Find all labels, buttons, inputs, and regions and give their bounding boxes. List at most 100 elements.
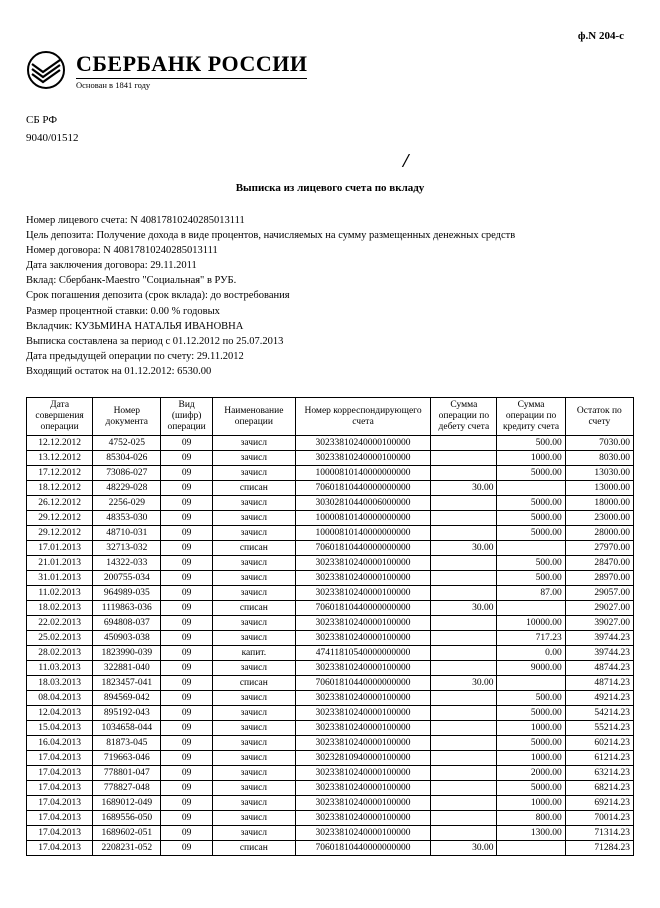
table-row: 12.12.20124752-02509зачисл30233810240000… — [27, 436, 634, 451]
statement-page: ф.N 204-с СБЕРБАНК РОССИИ Основан в 1841… — [0, 0, 660, 876]
cell-date: 18.12.2012 — [27, 481, 93, 496]
cell-debit: 30.00 — [431, 541, 497, 556]
cell-code: 09 — [161, 706, 212, 721]
cell-name: списан — [212, 676, 295, 691]
cell-corr: 30233810240000100000 — [295, 736, 430, 751]
account-info-block: Номер лицевого счета: N 4081781024028501… — [26, 214, 634, 380]
cell-name: зачисл — [212, 466, 295, 481]
branch-line-2: 9040/01512 — [26, 132, 634, 146]
cell-balance: 61214.23 — [565, 751, 633, 766]
cell-debit — [431, 631, 497, 646]
cell-code: 09 — [161, 646, 212, 661]
cell-code: 09 — [161, 451, 212, 466]
cell-credit: 10000.00 — [497, 616, 565, 631]
cell-corr: 30233810240000100000 — [295, 451, 430, 466]
cell-doc: 48710-031 — [93, 526, 161, 541]
cell-debit — [431, 511, 497, 526]
col-credit: Сумма операции по кредиту счета — [497, 398, 565, 436]
cell-balance: 13000.00 — [565, 481, 633, 496]
cell-corr: 70601810440000000000 — [295, 601, 430, 616]
cell-corr: 30233810240000100000 — [295, 691, 430, 706]
cell-corr: 10000810140000000000 — [295, 466, 430, 481]
cell-code: 09 — [161, 526, 212, 541]
info-deposit-purpose: Цель депозита: Получение дохода в виде п… — [26, 229, 634, 243]
cell-code: 09 — [161, 841, 212, 856]
cell-doc: 719663-046 — [93, 751, 161, 766]
table-row: 11.02.2013964989-03509зачисл302338102400… — [27, 586, 634, 601]
cell-debit — [431, 616, 497, 631]
cell-corr: 30233810240000100000 — [295, 631, 430, 646]
info-prev-op-date: Дата предыдущей операции по счету: 29.11… — [26, 350, 634, 364]
cell-corr: 30233810240000100000 — [295, 781, 430, 796]
cell-balance: 23000.00 — [565, 511, 633, 526]
cell-date: 25.02.2013 — [27, 631, 93, 646]
col-date: Дата совершения операции — [27, 398, 93, 436]
cell-doc: 1034658-044 — [93, 721, 161, 736]
cell-date: 17.04.2013 — [27, 811, 93, 826]
cell-name: зачисл — [212, 496, 295, 511]
cell-date: 17.04.2013 — [27, 766, 93, 781]
cell-corr: 70601810440000000000 — [295, 481, 430, 496]
cell-name: зачисл — [212, 721, 295, 736]
cell-credit: 1300.00 — [497, 826, 565, 841]
cell-code: 09 — [161, 751, 212, 766]
cell-code: 09 — [161, 541, 212, 556]
cell-balance: 39744.23 — [565, 646, 633, 661]
cell-credit: 1000.00 — [497, 751, 565, 766]
cell-date: 22.02.2013 — [27, 616, 93, 631]
cell-debit — [431, 646, 497, 661]
col-name: Наименование операции — [212, 398, 295, 436]
cell-date: 29.12.2012 — [27, 511, 93, 526]
cell-debit — [431, 796, 497, 811]
col-doc: Номер документа — [93, 398, 161, 436]
cell-code: 09 — [161, 676, 212, 691]
cell-debit — [431, 526, 497, 541]
cell-balance: 48744.23 — [565, 661, 633, 676]
cell-debit — [431, 706, 497, 721]
table-row: 26.12.20122256-02909зачисл30302810440006… — [27, 496, 634, 511]
cell-doc: 2256-029 — [93, 496, 161, 511]
cell-name: зачисл — [212, 556, 295, 571]
cell-debit — [431, 721, 497, 736]
cell-name: зачисл — [212, 616, 295, 631]
table-row: 18.02.20131119863-03609списан70601810440… — [27, 601, 634, 616]
info-contract-number: Номер договора: N 40817810240285013111 — [26, 244, 634, 258]
cell-name: капит. — [212, 646, 295, 661]
cell-date: 17.12.2012 — [27, 466, 93, 481]
cell-debit — [431, 451, 497, 466]
cell-code: 09 — [161, 661, 212, 676]
cell-debit — [431, 736, 497, 751]
table-row: 15.04.20131034658-04409зачисл30233810240… — [27, 721, 634, 736]
cell-corr: 47411810540000000000 — [295, 646, 430, 661]
cell-date: 12.12.2012 — [27, 436, 93, 451]
table-row: 22.02.2013694808-03709зачисл302338102400… — [27, 616, 634, 631]
cell-credit: 500.00 — [497, 436, 565, 451]
cell-doc: 1823990-039 — [93, 646, 161, 661]
cell-code: 09 — [161, 811, 212, 826]
cell-doc: 14322-033 — [93, 556, 161, 571]
cell-corr: 30233810240000100000 — [295, 766, 430, 781]
cell-balance: 54214.23 — [565, 706, 633, 721]
cell-doc: 894569-042 — [93, 691, 161, 706]
cell-credit: 500.00 — [497, 691, 565, 706]
cell-doc: 1689012-049 — [93, 796, 161, 811]
cell-name: зачисл — [212, 571, 295, 586]
cell-corr: 30233810240000100000 — [295, 661, 430, 676]
info-holder: Вкладчик: КУЗЬМИНА НАТАЛЬЯ ИВАНОВНА — [26, 320, 634, 334]
cell-balance: 29027.00 — [565, 601, 633, 616]
cell-corr: 30233810240000100000 — [295, 811, 430, 826]
cell-balance: 27970.00 — [565, 541, 633, 556]
brand-block: СБЕРБАНК РОССИИ Основан в 1841 году — [26, 50, 634, 90]
brand-subtitle: Основан в 1841 году — [76, 80, 307, 90]
table-row: 17.04.20132208231-05209списан70601810440… — [27, 841, 634, 856]
cell-doc: 4752-025 — [93, 436, 161, 451]
cell-doc: 81873-045 — [93, 736, 161, 751]
table-row: 17.04.2013719663-04609зачисл302328109400… — [27, 751, 634, 766]
cell-code: 09 — [161, 721, 212, 736]
info-deposit-term: Срок погашения депозита (срок вклада): д… — [26, 289, 634, 303]
cell-name: зачисл — [212, 811, 295, 826]
cell-doc: 1119863-036 — [93, 601, 161, 616]
cell-name: зачисл — [212, 526, 295, 541]
table-row: 13.12.201285304-02609зачисл3023381024000… — [27, 451, 634, 466]
table-row: 08.04.2013894569-04209зачисл302338102400… — [27, 691, 634, 706]
